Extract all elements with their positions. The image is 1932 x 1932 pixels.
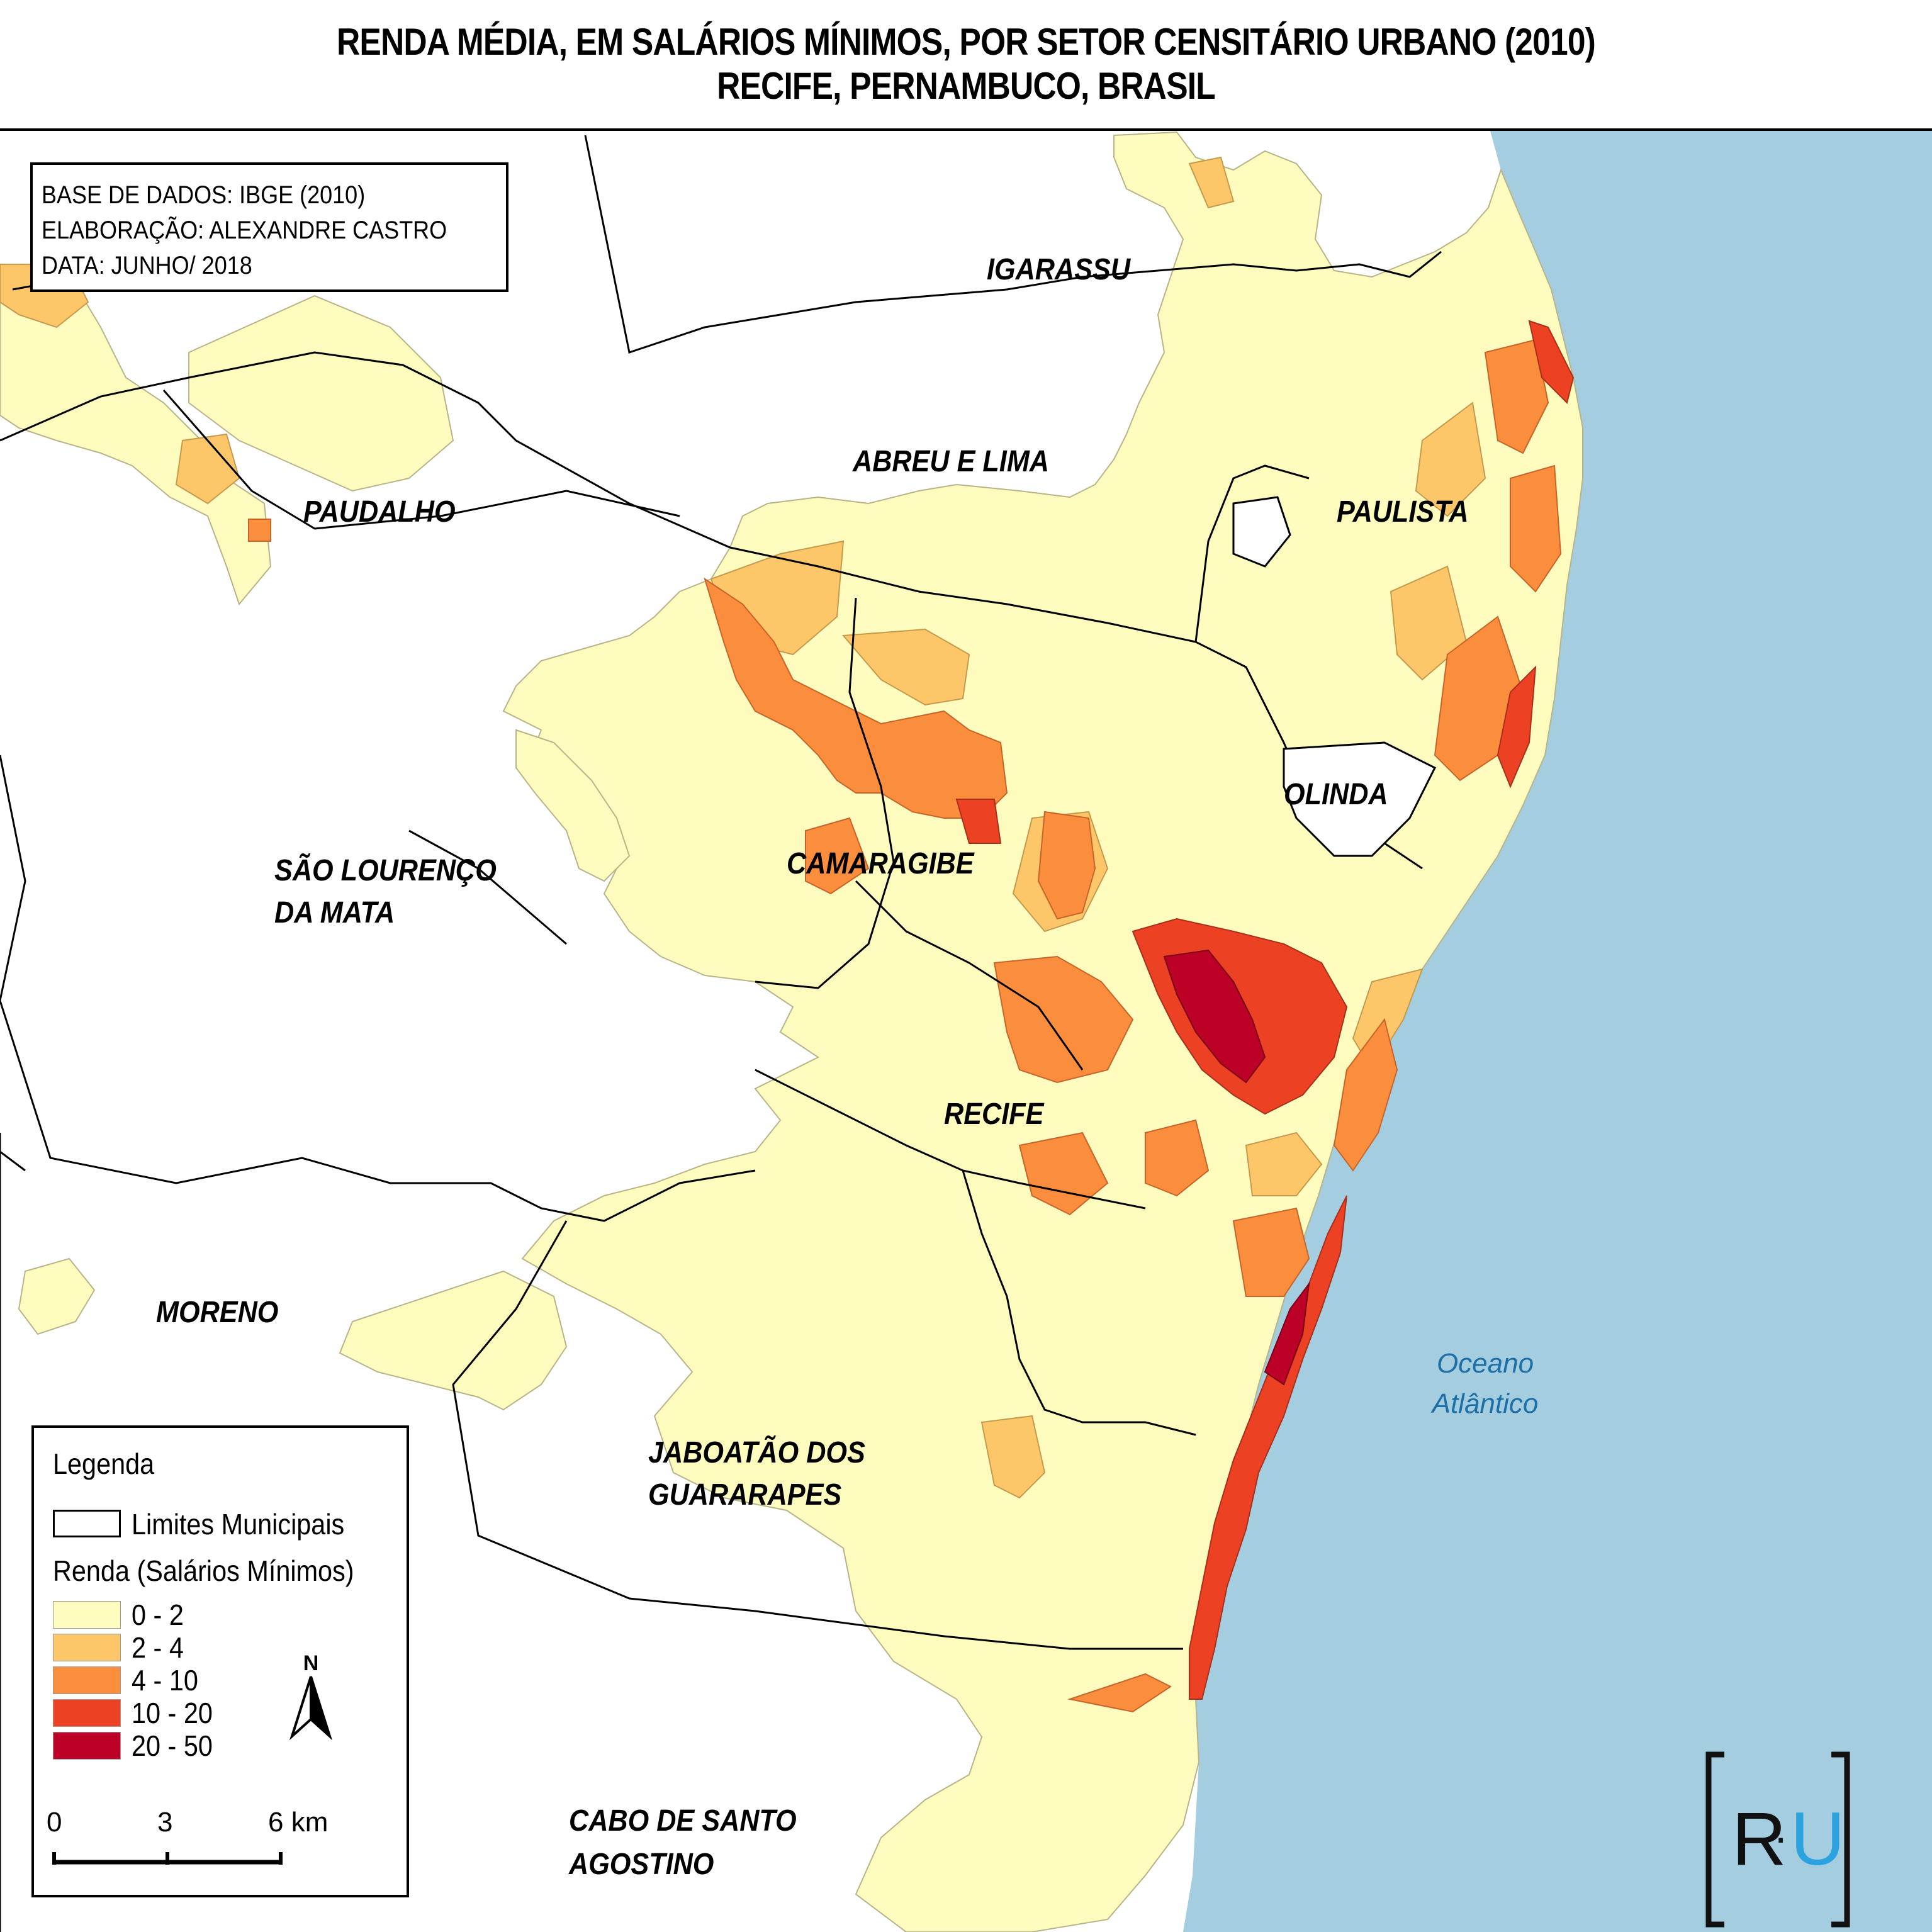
- label-olinda: OLINDA: [1284, 778, 1388, 811]
- label-igarassu: IGARASSU: [987, 253, 1131, 286]
- label-sao-lourenco-1: SÃO LOURENÇO: [274, 854, 497, 887]
- legend-label-4-10: 4 - 10: [132, 1664, 198, 1697]
- urban-sectors-20-50: [1163, 949, 1310, 1386]
- label-abreu-e-lima: ABREU E LIMA: [853, 445, 1050, 478]
- label-recife: RECIFE: [944, 1098, 1044, 1131]
- label-paulista: PAULISTA: [1337, 495, 1469, 529]
- ocean-label: Oceano Atlântico: [1372, 1344, 1598, 1424]
- scale-label-0: 0: [47, 1807, 62, 1838]
- label-cabo-2: AGOSTINO: [569, 1848, 714, 1881]
- abreu-e-lima-gap: [1232, 496, 1291, 568]
- income-legend-title: Renda (Salários Mínimos): [53, 1554, 354, 1587]
- ocean-label-line-2: Atlântico: [1432, 1388, 1539, 1419]
- scale-label-6km: 6 km: [268, 1807, 329, 1838]
- legend-label-2-4: 2 - 4: [132, 1631, 184, 1664]
- urban-patch-moreno-west: [18, 1257, 96, 1335]
- legend-swatch-10-20: [53, 1699, 121, 1727]
- municipal-boundaries: [0, 135, 1442, 1932]
- legend-swatch-2-4: [53, 1634, 121, 1661]
- author: ELABORAÇÃO: ALEXANDRE CASTRO: [42, 216, 447, 244]
- data-source: BASE DE DADOS: IBGE (2010): [42, 181, 366, 209]
- label-sao-lourenco-2: DA MATA: [274, 896, 395, 929]
- north-arrow-label: N: [303, 1651, 319, 1675]
- urban-patch-sao-lourenco: [515, 729, 631, 882]
- legend-title: Legenda: [53, 1447, 155, 1480]
- map-legend: Legenda Limites Municipais Renda (Salári…: [31, 1425, 409, 1897]
- label-jaboatao-2: GUARARAPES: [648, 1478, 842, 1512]
- urban-patch-paudalho: [188, 295, 454, 492]
- legend-swatch-0-2: [53, 1601, 121, 1629]
- legend-swatch-4-10: [53, 1666, 121, 1694]
- urban-patch-moreno: [339, 1270, 568, 1411]
- label-cabo-1: CABO DE SANTO: [569, 1804, 797, 1838]
- ru-logo: R · U: [1705, 1751, 1850, 1928]
- logo-dot: ·: [1773, 1812, 1788, 1862]
- title-line-2: RECIFE, PERNAMBUCO, BRASIL: [717, 65, 1216, 107]
- label-jaboatao-1: JABOATÃO DOS: [648, 1436, 865, 1469]
- logo-letter-r: R: [1732, 1797, 1787, 1881]
- ocean-label-line-1: Oceano: [1436, 1348, 1534, 1379]
- scale-bar: [52, 1852, 283, 1865]
- urban-sectors-4-10: [248, 339, 1562, 1713]
- urban-sectors-west: [0, 288, 272, 606]
- legend-label-10-20: 10 - 20: [132, 1697, 213, 1729]
- date: DATA: JUNHO/ 2018: [42, 252, 252, 279]
- limits-label: Limites Municipais: [132, 1508, 345, 1541]
- label-paudalho: PAUDALHO: [303, 495, 456, 529]
- label-camaragibe: CAMARAGIBE: [787, 847, 974, 880]
- atlantic-ocean: [1183, 131, 1932, 1932]
- logo-letter-u: U: [1790, 1797, 1845, 1881]
- legend-label-20-50: 20 - 50: [132, 1729, 213, 1762]
- title-line-1: RENDA MÉDIA, EM SALÁRIOS MÍNIMOS, POR SE…: [337, 21, 1596, 63]
- olinda-non-urban: [1283, 741, 1437, 857]
- north-arrow-icon: N: [289, 1651, 333, 1741]
- map-title: RENDA MÉDIA, EM SALÁRIOS MÍNIMOS, POR SE…: [0, 0, 1932, 131]
- source-info-box: BASE DE DADOS: IBGE (2010) ELABORAÇÃO: A…: [30, 162, 508, 292]
- label-moreno: MORENO: [156, 1296, 279, 1329]
- limits-swatch: [53, 1510, 121, 1537]
- legend-label-0-2: 0 - 2: [132, 1598, 184, 1631]
- legend-swatch-20-50: [53, 1732, 121, 1760]
- scale-label-3: 3: [157, 1807, 173, 1838]
